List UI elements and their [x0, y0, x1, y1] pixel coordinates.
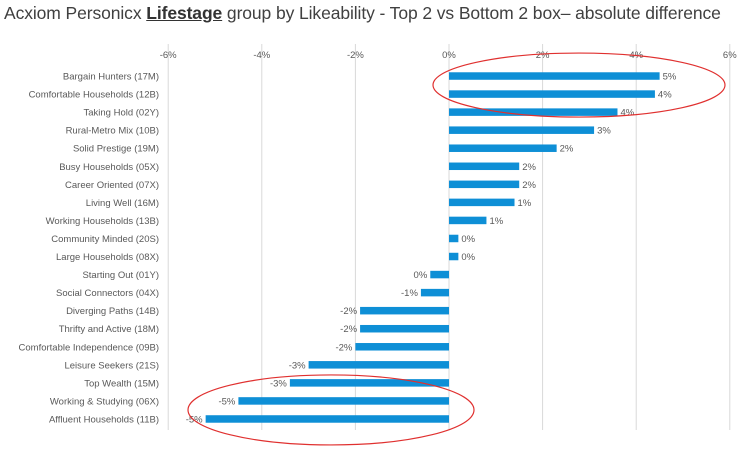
bar	[360, 324, 449, 333]
title-prefix: Acxiom Personicx	[4, 3, 147, 23]
data-label: 2%	[560, 144, 574, 155]
category-label: Working Households (13B)	[46, 216, 159, 227]
category-label: Career Oriented (07X)	[65, 180, 159, 191]
data-label: -3%	[289, 360, 306, 371]
category-label: Living Well (16M)	[86, 198, 159, 209]
annotations	[187, 52, 726, 446]
title-emphasis: Lifestage	[146, 3, 223, 23]
data-label: 3%	[597, 126, 611, 137]
highlight-ellipse-bottom	[187, 374, 475, 446]
bar	[449, 72, 660, 80]
bar	[420, 288, 449, 297]
bar	[449, 162, 520, 171]
category-label: Diverging Paths (14B)	[66, 306, 159, 317]
category-label: Social Connectors (04X)	[56, 288, 159, 299]
bar	[205, 415, 449, 423]
bar	[238, 397, 449, 405]
bar	[449, 90, 655, 98]
chart-title: Acxiom Personicx Lifestage group by Like…	[4, 3, 750, 24]
category-label: Large Households (08X)	[56, 252, 159, 263]
category-label: Thrifty and Active (18M)	[59, 324, 159, 335]
highlight-ellipse-top	[432, 52, 726, 118]
category-label: Comfortable Households (12B)	[29, 90, 159, 101]
category-label: Working & Studying (06X)	[50, 396, 159, 407]
category-label: Starting Out (01Y)	[82, 270, 159, 281]
data-label: -2%	[335, 342, 352, 353]
data-label: 4%	[658, 90, 672, 101]
data-label: 1%	[518, 198, 532, 209]
bar	[449, 144, 557, 152]
category-label: Taking Hold (02Y)	[83, 108, 159, 119]
bars	[205, 72, 660, 423]
data-label: -5%	[218, 396, 235, 407]
title-suffix: group by Likeability - Top 2 vs Bottom 2…	[222, 3, 721, 23]
data-label: 0%	[461, 234, 475, 245]
bar	[430, 270, 449, 279]
category-label: Bargain Hunters (17M)	[63, 72, 159, 83]
bar	[449, 252, 459, 261]
category-label: Busy Households (05X)	[59, 162, 159, 173]
bar	[449, 234, 459, 243]
bar	[449, 108, 618, 116]
data-label: -2%	[340, 324, 357, 335]
category-label: Leisure Seekers (21S)	[64, 360, 159, 371]
x-tick-label: -6%	[160, 50, 177, 61]
data-label: 1%	[489, 216, 503, 227]
data-labels: 5%4%4%3%2%2%2%1%1%0%0%0%-1%-2%-2%-2%-3%-…	[186, 72, 677, 426]
data-label: 0%	[461, 252, 475, 263]
category-labels: Bargain Hunters (17M) Comfortable Househo…	[19, 72, 159, 426]
x-tick-label: 2%	[536, 50, 550, 61]
x-tick-label: -2%	[347, 50, 364, 61]
category-label: Rural-Metro Mix (10B)	[66, 126, 159, 137]
bar	[449, 126, 595, 134]
data-label: -2%	[340, 306, 357, 317]
x-tick-label: 0%	[442, 50, 456, 61]
category-label: Affluent Households (11B)	[49, 414, 159, 425]
bar	[308, 361, 449, 369]
category-label: Community Minded (20S)	[51, 234, 159, 245]
bar	[449, 198, 515, 207]
data-label: -1%	[401, 288, 418, 299]
bar	[289, 379, 449, 387]
category-label: Comfortable Independence (09B)	[19, 342, 159, 353]
data-label: 0%	[414, 270, 428, 281]
data-label: 5%	[663, 72, 677, 83]
data-label: 2%	[522, 162, 536, 173]
data-label: 4%	[620, 108, 634, 119]
category-label: Solid Prestige (19M)	[73, 144, 159, 155]
data-label: 2%	[522, 180, 536, 191]
bar	[449, 180, 520, 189]
data-label: -3%	[270, 378, 287, 389]
x-axis-ticks: -6% -4% -2% 0% 2% 4% 6%	[160, 50, 737, 61]
bar	[355, 343, 449, 351]
x-tick-label: -4%	[253, 50, 270, 61]
x-tick-label: 6%	[723, 50, 737, 61]
category-label: Top Wealth (15M)	[84, 378, 159, 389]
bar	[449, 216, 487, 225]
bar	[360, 306, 449, 315]
